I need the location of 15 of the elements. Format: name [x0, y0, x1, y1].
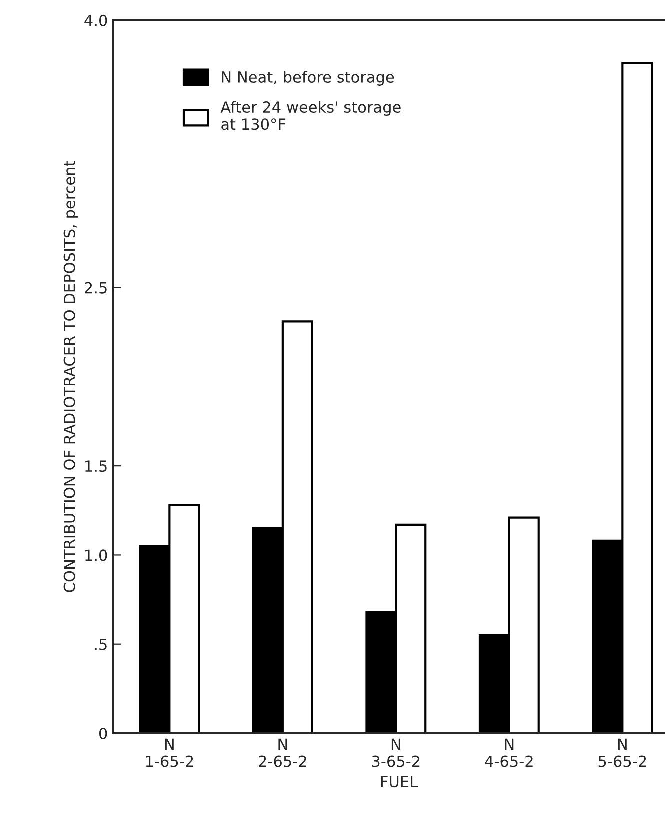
legend-label: After 24 weeks' storage at 130°F [220, 101, 401, 130]
x-tick-label: N 3-65-2 [372, 738, 420, 768]
x-tick-label: N 1-65-2 [146, 738, 194, 768]
y-tick-label: 1.0 [86, 550, 108, 562]
x-tick-label: N 5-65-2 [598, 738, 646, 768]
legend-label: N Neat, before storage [222, 71, 394, 86]
y-tick-label: 1.5 [86, 460, 107, 472]
y-tick-label: 2.5 [85, 282, 107, 294]
x-axis-title: FUEL [381, 776, 418, 788]
y-axis-title: CONTRIBUTION OF RADIOTRACER TO DEPOSITS, percent [64, 161, 78, 592]
y-tick-label: 4.0 [84, 14, 108, 26]
y-tick-label: .5 [95, 639, 107, 650]
x-tick-label: N 2-65-2 [259, 738, 306, 768]
y-tick-label: 0 [99, 728, 108, 740]
x-tick-label: N 4-65-2 [485, 738, 533, 768]
